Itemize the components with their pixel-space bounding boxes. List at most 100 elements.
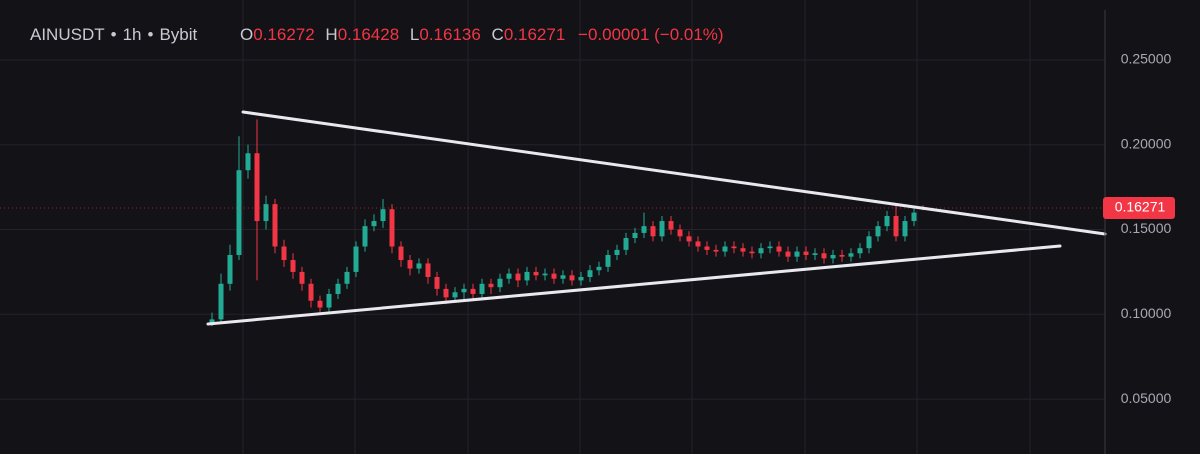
ohlc-value: 0.16136 bbox=[419, 25, 480, 44]
candle-body bbox=[335, 283, 341, 294]
candle-body bbox=[722, 246, 728, 252]
candle-body bbox=[299, 271, 305, 284]
candle-body bbox=[830, 254, 836, 259]
candle-body bbox=[821, 253, 827, 259]
candle-body bbox=[533, 271, 539, 276]
candle-body bbox=[416, 263, 422, 269]
candle-body bbox=[551, 273, 557, 279]
candle-body bbox=[407, 260, 413, 269]
candle-body bbox=[911, 212, 917, 222]
candle-body bbox=[767, 246, 773, 249]
candle-body bbox=[866, 236, 872, 249]
candle-body bbox=[839, 254, 845, 257]
candle-body bbox=[344, 271, 350, 284]
candle-body bbox=[443, 288, 449, 298]
candle-body bbox=[848, 253, 854, 257]
candle-body bbox=[506, 273, 512, 279]
candle-body bbox=[623, 238, 629, 250]
ohlc-value: 0.16271 bbox=[504, 25, 565, 44]
candle-body bbox=[749, 251, 755, 254]
exchange: Bybit bbox=[159, 25, 197, 44]
candle-body bbox=[452, 292, 458, 298]
candle-body bbox=[263, 204, 269, 222]
y-tick-label: 0.10000 bbox=[1121, 305, 1172, 321]
candle-body bbox=[857, 248, 863, 254]
y-tick-label: 0.05000 bbox=[1121, 390, 1172, 406]
candle-body bbox=[731, 246, 737, 249]
candle-body bbox=[209, 319, 215, 325]
candle-body bbox=[398, 246, 404, 261]
candle-body bbox=[281, 246, 287, 261]
candle-body bbox=[758, 248, 764, 254]
candle-body bbox=[641, 226, 647, 233]
interval: 1h bbox=[123, 25, 142, 44]
candle-body bbox=[290, 260, 296, 272]
ohlc-key: H bbox=[325, 25, 337, 44]
candle-body bbox=[272, 204, 278, 247]
price-axis: 0.05000 0.10000 0.15000 0.20000 0.25000 0.162… bbox=[1103, 51, 1175, 406]
candle-body bbox=[884, 215, 890, 227]
candle-body bbox=[902, 221, 908, 237]
vertical-grid bbox=[242, 0, 1031, 454]
last-price-label: 0.16271 bbox=[1115, 199, 1166, 215]
candle-body bbox=[380, 209, 386, 222]
candle-body bbox=[542, 273, 548, 276]
candle-body bbox=[794, 251, 800, 257]
y-tick-label: 0.25000 bbox=[1121, 51, 1172, 67]
candle-body bbox=[785, 251, 791, 257]
candle-body bbox=[434, 277, 440, 289]
candle-body bbox=[524, 271, 530, 281]
candle-body bbox=[362, 226, 368, 247]
candle-body bbox=[371, 221, 377, 227]
candle-body bbox=[488, 283, 494, 288]
candle-body bbox=[686, 236, 692, 242]
candle-body bbox=[326, 293, 332, 308]
separator: • bbox=[111, 25, 117, 44]
candle-body bbox=[614, 249, 620, 255]
ohlc-key: L bbox=[410, 25, 419, 44]
candle-body bbox=[776, 246, 782, 252]
y-tick-label: 0.20000 bbox=[1121, 135, 1172, 151]
candle-body bbox=[470, 288, 476, 294]
candle-body bbox=[236, 170, 242, 255]
ohlc-value: 0.16428 bbox=[338, 25, 399, 44]
candle-body bbox=[317, 300, 323, 308]
candle-body bbox=[569, 275, 575, 281]
candle-body bbox=[893, 215, 899, 237]
candle-body bbox=[740, 248, 746, 252]
candle-body bbox=[605, 254, 611, 267]
candle-body bbox=[713, 249, 719, 252]
candle-body bbox=[389, 209, 395, 247]
candle-body bbox=[227, 254, 233, 284]
candle-body bbox=[515, 273, 521, 281]
candle-body bbox=[596, 266, 602, 271]
candle-body bbox=[695, 241, 701, 247]
candle-body bbox=[803, 251, 809, 255]
candle-body bbox=[254, 153, 260, 222]
candle-body bbox=[875, 226, 881, 237]
candle-body bbox=[677, 229, 683, 237]
change: −0.00001 (−0.01%) bbox=[578, 25, 724, 44]
candle-body bbox=[479, 283, 485, 294]
ohlc-key: C bbox=[492, 25, 504, 44]
lower-trendline bbox=[206, 244, 1062, 326]
candle-body bbox=[560, 275, 566, 279]
last-price-box bbox=[1103, 196, 1175, 219]
trendlines bbox=[206, 110, 1107, 326]
candle-body bbox=[632, 232, 638, 239]
candle-body bbox=[353, 246, 359, 272]
ohlc-key: O bbox=[240, 25, 253, 44]
legend-header: AINUSDT • 1h • Bybit O0.16272 H0.16428 L0.16… bbox=[30, 25, 724, 44]
header-symbol: AINUSDT • 1h • Bybit bbox=[30, 25, 198, 44]
upper-trendline bbox=[241, 110, 1107, 236]
candle-body bbox=[659, 221, 665, 237]
grid bbox=[0, 59, 1105, 400]
ohlc-value: 0.16272 bbox=[253, 25, 314, 44]
candle-body bbox=[650, 226, 656, 237]
candle-body bbox=[425, 263, 431, 278]
symbol: AINUSDT bbox=[30, 25, 105, 44]
y-tick-label: 0.15000 bbox=[1121, 220, 1172, 236]
